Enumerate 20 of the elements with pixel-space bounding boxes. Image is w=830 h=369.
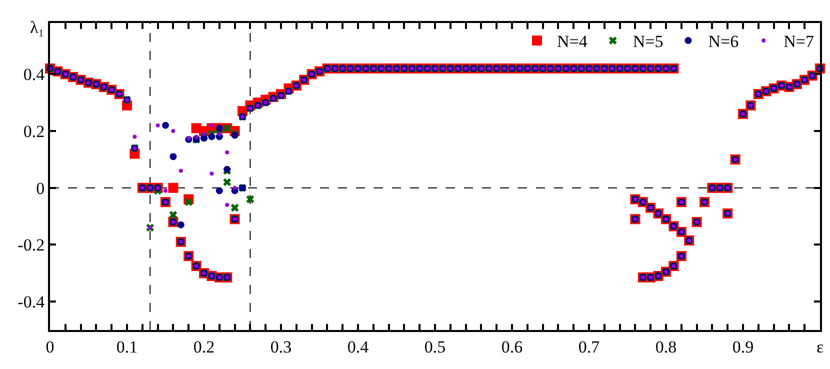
legend-label: N=5 [632,32,664,52]
x-tick-label: 0.7 [578,337,600,356]
x-tick-label: 0.6 [501,337,523,356]
legend-label: N=6 [708,32,739,52]
x-tick-label: 0.9 [732,337,754,356]
x-tick-label: 0.8 [655,337,677,356]
x-tick-label: ε [816,337,824,356]
y-axis-title: λ₁ [30,18,44,37]
legend-label: N=4 [557,32,588,52]
y-tick-label: 0 [36,178,45,198]
x-tick-label: 0.4 [347,337,370,356]
legend-label: N=7 [784,32,814,52]
x-tick-label: 0.1 [116,337,138,356]
y-tick-label: -0.4 [18,292,46,312]
y-tick-label: 0.2 [23,122,45,141]
x-tick-label: 0.2 [193,337,215,356]
x-tick-label: 0.3 [270,337,292,356]
y-tick-label: 0.4 [23,65,46,84]
y-tick-label: -0.2 [18,236,45,255]
x-tick-label: 0.5 [424,337,446,356]
